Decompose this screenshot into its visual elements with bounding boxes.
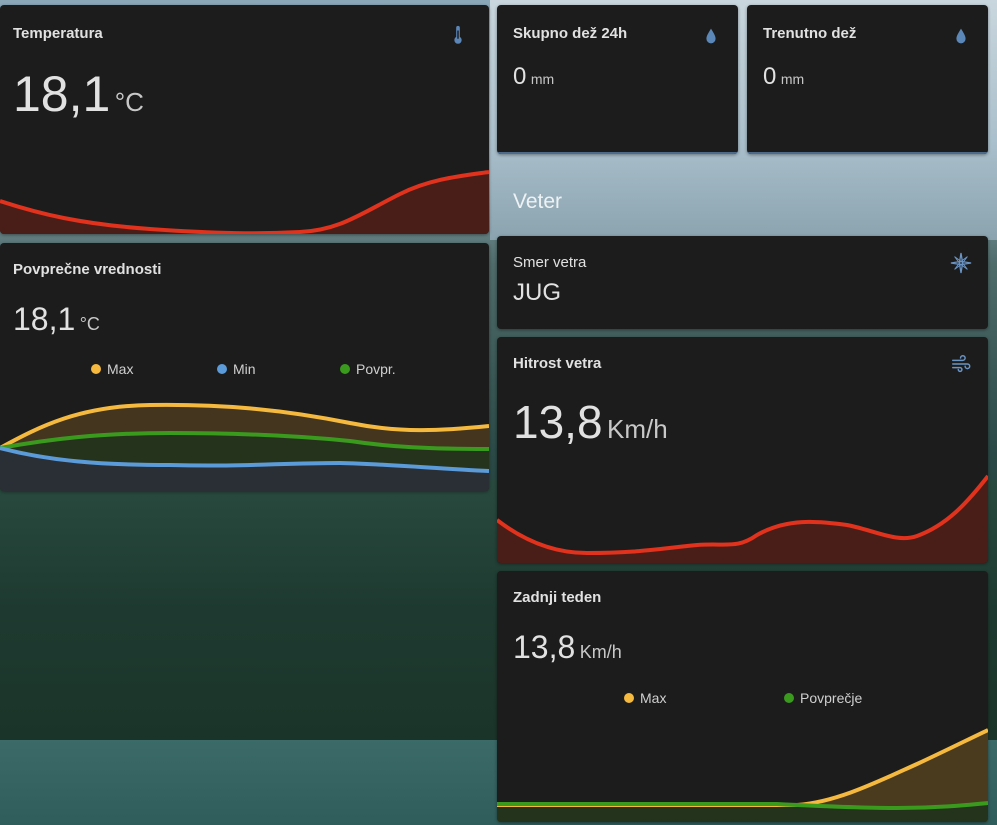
rain-24h-unit: mm <box>530 71 555 87</box>
rain-now-value: 0 mm <box>763 63 804 91</box>
rain-now-number: 0 <box>763 63 777 90</box>
min-series-line <box>0 446 489 473</box>
legend-label-week-avg: Povprečje <box>800 690 863 706</box>
last-week-title: Zadnji teden <box>513 589 602 606</box>
wind-speed-chart <box>497 474 988 563</box>
legend-item-min[interactable]: Min <box>217 361 256 377</box>
min-series-area <box>0 448 489 491</box>
rain-now-card[interactable]: Trenutno dež 0 mm <box>747 5 988 154</box>
temperature-card[interactable]: Temperatura 18,1 °C <box>0 5 489 234</box>
rain-24h-value: 0 mm <box>513 63 554 91</box>
rain-now-divider <box>747 152 988 154</box>
averages-unit: °C <box>79 314 100 334</box>
legend-dot-week-max <box>624 693 634 703</box>
wind-section-title: Veter <box>513 190 563 213</box>
wind-speed-card[interactable]: Hitrost vetra 13,8 Km/h <box>497 337 988 563</box>
last-week-unit: Km/h <box>579 642 622 662</box>
thermometer-icon <box>454 25 462 44</box>
legend-dot-avg <box>340 364 350 374</box>
temperature-value: 18,1 °C <box>13 65 144 123</box>
water-drop-icon <box>956 28 966 44</box>
rain-24h-card[interactable]: Skupno dež 24h 0 mm <box>497 5 738 154</box>
week-avg-series-line <box>497 801 988 811</box>
legend-label-min: Min <box>233 361 256 377</box>
legend-dot-min <box>217 364 227 374</box>
wind-icon <box>952 355 971 373</box>
max-series-line <box>0 402 489 450</box>
last-week-value: 13,8 Km/h <box>513 629 622 666</box>
averages-card[interactable]: Povprečne vrednosti 18,1 °C Max Min Povp… <box>0 243 489 491</box>
temperature-chart <box>0 170 489 234</box>
wind-direction-card[interactable]: Smer vetra JUG <box>497 236 988 329</box>
averages-value: 18,1 °C <box>13 301 100 338</box>
last-week-number: 13,8 <box>513 629 576 665</box>
wind-speed-unit: Km/h <box>606 414 668 444</box>
averages-number: 18,1 <box>13 301 76 337</box>
wind-speed-value: 13,8 Km/h <box>513 395 668 449</box>
temperature-title: Temperatura <box>13 25 103 42</box>
rain-now-title: Trenutno dež <box>763 25 857 42</box>
legend-dot-week-avg <box>784 693 794 703</box>
legend-label-week-max: Max <box>640 690 667 706</box>
avg-series-line <box>0 430 489 451</box>
wind-direction-value: JUG <box>513 279 561 306</box>
temperature-series-line <box>0 170 489 234</box>
wind-speed-series-area <box>497 476 988 563</box>
rain-now-unit: mm <box>780 71 805 87</box>
rain-24h-number: 0 <box>513 63 527 90</box>
legend-item-week-avg[interactable]: Povprečje <box>784 690 862 706</box>
rain-24h-divider <box>497 152 738 154</box>
temperature-number: 18,1 <box>13 66 111 122</box>
legend-label-avg: Povpr. <box>356 361 396 377</box>
legend-item-max[interactable]: Max <box>91 361 133 377</box>
legend-item-week-max[interactable]: Max <box>624 690 666 706</box>
legend-label-max: Max <box>107 361 134 377</box>
averages-title: Povprečne vrednosti <box>13 261 162 278</box>
averages-chart <box>0 402 489 491</box>
legend-item-avg[interactable]: Povpr. <box>340 361 396 377</box>
week-max-series-area <box>497 730 988 822</box>
wind-speed-title: Hitrost vetra <box>513 355 602 372</box>
week-max-series-line <box>497 728 988 807</box>
temperature-unit: °C <box>114 87 144 117</box>
wind-speed-series-line <box>497 474 988 556</box>
compass-rose-icon <box>950 252 972 274</box>
wind-speed-number: 13,8 <box>513 396 603 448</box>
legend-dot-max <box>91 364 101 374</box>
water-drop-icon <box>706 28 716 44</box>
temperature-series-area <box>0 172 489 234</box>
last-week-card[interactable]: Zadnji teden 13,8 Km/h Max Povprečje <box>497 571 988 822</box>
rain-24h-title: Skupno dež 24h <box>513 25 628 42</box>
last-week-chart <box>497 728 988 822</box>
wind-direction-title: Smer vetra <box>513 254 587 271</box>
